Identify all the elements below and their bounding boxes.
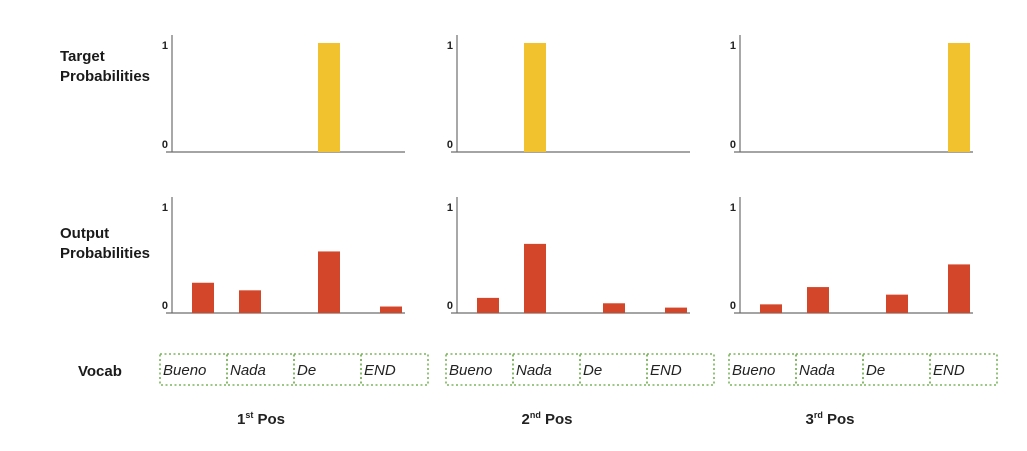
vocab-word-nada-3: Nada <box>799 362 835 379</box>
output-bar-end-2 <box>665 307 687 313</box>
target-ytick-1-3: 1 <box>730 40 736 52</box>
vocab-word-bueno-1: Bueno <box>163 362 206 379</box>
output-bar-nada-1 <box>239 290 261 313</box>
output-ytick-1-1: 1 <box>162 202 168 214</box>
position-label-2: 2nd Pos <box>521 410 572 428</box>
output-bar-de-2 <box>603 303 625 313</box>
output-bar-nada-3 <box>807 287 829 313</box>
target-bar-nada-2 <box>524 43 546 152</box>
vocab-row-label: Vocab <box>78 363 122 380</box>
vocab-word-bueno-2: Bueno <box>449 362 492 379</box>
output-bar-end-1 <box>380 306 402 313</box>
position-label-3: 3rd Pos <box>805 410 854 428</box>
target-probabilities-label: Target Probabilities <box>60 47 150 87</box>
target-ytick-1-2: 1 <box>447 40 453 52</box>
output-ytick-0-2: 0 <box>447 300 453 312</box>
output-probabilities-label: Output Probabilities <box>60 224 150 264</box>
target-bar-de-1 <box>318 43 340 152</box>
vocab-box-end-2 <box>646 353 715 386</box>
output-ytick-1-3: 1 <box>730 202 736 214</box>
output-bar-de-1 <box>318 251 340 313</box>
output-label-line1: Output <box>60 225 110 242</box>
vocab-word-bueno-3: Bueno <box>732 362 775 379</box>
target-ytick-0-1: 0 <box>162 139 168 151</box>
output-ytick-1-2: 1 <box>447 202 453 214</box>
output-label-line2: Probabilities <box>60 245 151 262</box>
vocab-word-end-1: END <box>364 362 396 379</box>
vocab-word-de-1: De <box>297 362 316 379</box>
position-label-1: 1st Pos <box>237 410 285 428</box>
output-ytick-0-3: 0 <box>730 300 736 312</box>
vocab-box-end-1 <box>360 353 429 386</box>
output-bar-bueno-2 <box>477 297 499 313</box>
output-bar-de-3 <box>886 294 908 313</box>
output-bar-bueno-3 <box>760 304 782 313</box>
output-ytick-0-1: 0 <box>162 300 168 312</box>
output-bar-end-3 <box>948 264 970 313</box>
vocab-word-nada-2: Nada <box>516 362 552 379</box>
target-ytick-0-2: 0 <box>447 139 453 151</box>
vocab-word-de-2: De <box>583 362 602 379</box>
target-label-line1: Target <box>60 48 105 65</box>
vocab-box-end-3 <box>929 353 998 386</box>
target-ytick-0-3: 0 <box>730 139 736 151</box>
vocab-word-nada-1: Nada <box>230 362 266 379</box>
vocab-word-end-3: END <box>933 362 965 379</box>
vocab-word-end-2: END <box>650 362 682 379</box>
target-ytick-1-1: 1 <box>162 40 168 52</box>
target-label-line2: Probabilities <box>60 68 151 85</box>
output-bar-bueno-1 <box>192 282 214 313</box>
vocab-word-de-3: De <box>866 362 885 379</box>
output-bar-nada-2 <box>524 243 546 313</box>
target-bar-end-3 <box>948 43 970 152</box>
